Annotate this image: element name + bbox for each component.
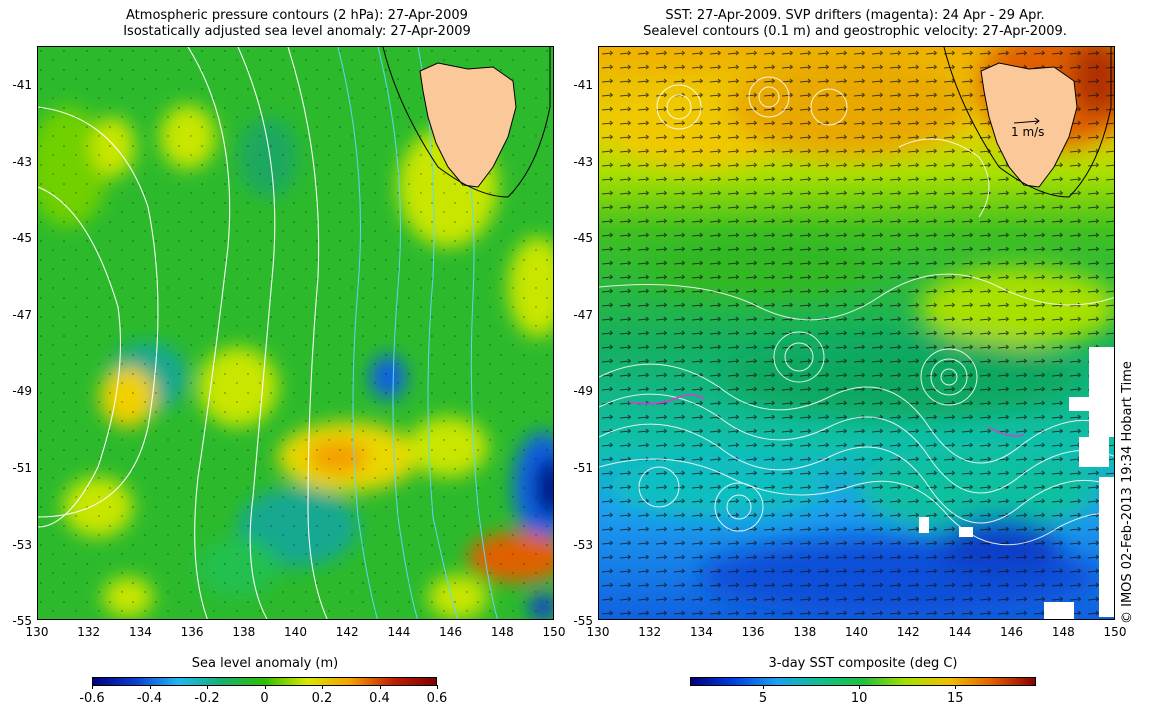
sla-colorbar-tick: 0.2 bbox=[311, 691, 333, 706]
sla-colorbar-tick: -0.2 bbox=[194, 691, 220, 706]
left-lon-tick: 136 bbox=[180, 625, 204, 639]
right-lon-tick: 146 bbox=[1000, 625, 1024, 639]
velocity-scale-label: 1 m/s bbox=[1011, 125, 1045, 139]
sla-colorbar-tick: -0.4 bbox=[136, 691, 163, 706]
sst-colorbar-tick: 10 bbox=[850, 691, 868, 706]
left-lon-tick: 150 bbox=[542, 625, 566, 639]
sst-composite-map[interactable]: 1 m/s bbox=[598, 46, 1115, 620]
right-lat-tick: -43 bbox=[573, 154, 593, 169]
left-lon-tick: 134 bbox=[128, 625, 152, 639]
right-lat-tick: -55 bbox=[573, 614, 593, 629]
sst-colorbar-mark bbox=[859, 685, 861, 689]
left-lon-tick: 140 bbox=[284, 625, 307, 639]
right-lon-tick: 138 bbox=[793, 625, 817, 639]
right-colorbar-label: 3-day SST composite (deg C) bbox=[768, 656, 958, 671]
left-lat-tick: -49 bbox=[12, 384, 32, 399]
sla-colorbar-tick: 0 bbox=[260, 691, 269, 706]
right-lon-tick: 142 bbox=[896, 625, 920, 639]
sea-level-anomaly-map[interactable] bbox=[37, 46, 554, 620]
right-lat-tick: -53 bbox=[573, 537, 593, 552]
imos-credit: © IMOS 02-Feb-2013 19:34 Hobart Time bbox=[1120, 361, 1135, 624]
left-lon-tick: 138 bbox=[232, 625, 256, 639]
velocity-scale-arrow bbox=[1013, 117, 1040, 125]
left-lat-tick: -55 bbox=[12, 614, 32, 629]
right-lon-tick: 148 bbox=[1051, 625, 1075, 639]
sla-colorbar-mark bbox=[322, 685, 323, 689]
right-title-line2: Sealevel contours (0.1 m) and geostrophi… bbox=[643, 24, 1067, 39]
right-lat-tick: -45 bbox=[573, 231, 593, 246]
sla-colorbar-mark bbox=[437, 685, 438, 689]
sla-colorbar-mark bbox=[264, 685, 266, 689]
left-lat-tick: -51 bbox=[12, 461, 32, 475]
tasmania-landmass-sst bbox=[943, 47, 1112, 198]
right-lon-tick: 136 bbox=[741, 625, 765, 639]
sst-colorbar-mark bbox=[955, 685, 957, 689]
left-lat-tick: -41 bbox=[12, 78, 32, 92]
sst-colorbar-tick: 15 bbox=[946, 691, 964, 706]
right-lon-tick: 130 bbox=[586, 625, 610, 639]
right-lat-tick: -51 bbox=[573, 461, 593, 475]
cloud-mask bbox=[919, 347, 1114, 619]
left-lon-tick: 132 bbox=[77, 625, 101, 639]
sla-colorbar-tick: -0.6 bbox=[79, 691, 105, 706]
left-title-line1: Atmospheric pressure contours (2 hPa): 2… bbox=[126, 8, 468, 23]
right-lon-tick: 144 bbox=[948, 625, 972, 639]
sst-colorbar-tick: 5 bbox=[758, 691, 768, 706]
right-lon-tick: 132 bbox=[638, 625, 662, 639]
sla-colorbar-mark bbox=[207, 685, 208, 689]
sla-colorbar-tick: 0.4 bbox=[369, 691, 390, 706]
right-lon-tick: 150 bbox=[1103, 625, 1127, 639]
left-lat-tick: -47 bbox=[12, 307, 32, 322]
left-lat-tick: -43 bbox=[12, 154, 32, 169]
left-lon-tick: 144 bbox=[387, 625, 411, 639]
right-lat-tick: -41 bbox=[573, 78, 593, 92]
sla-colorbar-mark bbox=[92, 685, 93, 689]
left-lon-tick: 148 bbox=[490, 625, 514, 639]
left-lat-tick: -45 bbox=[12, 231, 32, 246]
right-lon-tick: 134 bbox=[689, 625, 713, 639]
right-lat-tick: -49 bbox=[573, 384, 593, 399]
sla-colorbar-mark bbox=[149, 685, 151, 689]
sla-colorbar-mark bbox=[379, 685, 381, 689]
left-lon-tick: 146 bbox=[439, 625, 463, 639]
right-title-line1: SST: 27-Apr-2009. SVP drifters (magenta)… bbox=[665, 8, 1045, 23]
sst-colorbar bbox=[690, 677, 1036, 686]
left-title-line2: Isostatically adjusted sea level anomaly… bbox=[123, 24, 471, 39]
left-lat-tick: -53 bbox=[12, 537, 32, 552]
left-lon-tick: 130 bbox=[25, 625, 49, 639]
sst-colorbar-mark bbox=[763, 685, 765, 689]
right-lon-tick: 140 bbox=[845, 625, 868, 639]
tasmania-landmass bbox=[382, 47, 551, 198]
left-lon-tick: 142 bbox=[335, 625, 359, 639]
right-lat-tick: -47 bbox=[573, 307, 593, 322]
sla-colorbar-tick: 0.6 bbox=[426, 691, 448, 706]
left-colorbar-label: Sea level anomaly (m) bbox=[191, 656, 339, 671]
